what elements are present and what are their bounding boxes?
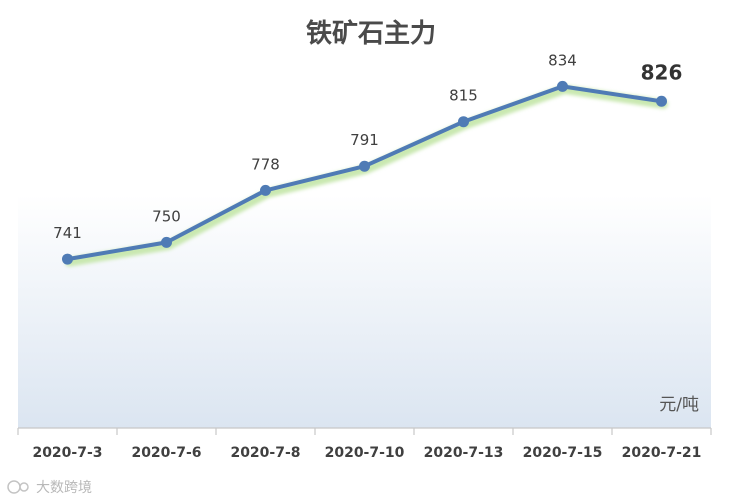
watermark-text: 大数跨境 <box>36 480 92 496</box>
data-label: 826 <box>641 60 683 84</box>
data-point <box>161 236 172 248</box>
data-point <box>458 116 469 128</box>
data-labels: 741 750 778 791 815 834 826 <box>53 51 682 242</box>
data-point <box>359 160 370 172</box>
x-tick-label: 2020-7-10 <box>325 445 405 461</box>
unit-label: 元/吨 <box>659 395 699 415</box>
x-tick-label: 2020-7-13 <box>424 445 504 461</box>
data-label: 834 <box>548 51 577 69</box>
data-label: 815 <box>449 87 478 105</box>
plot-background <box>18 195 711 428</box>
chart-title: 铁矿石主力 <box>306 18 436 49</box>
data-label: 791 <box>350 131 379 149</box>
data-point <box>656 95 667 107</box>
data-point <box>557 80 568 92</box>
watermark: 大数跨境 <box>7 480 92 496</box>
x-tick-label: 2020-7-8 <box>230 445 300 461</box>
data-label: 750 <box>152 207 181 225</box>
x-tick-labels: 2020-7-3 2020-7-6 2020-7-8 2020-7-10 2020-7-… <box>32 445 701 461</box>
x-tick-label: 2020-7-15 <box>523 445 603 461</box>
x-tick-label: 2020-7-6 <box>131 445 201 461</box>
data-point <box>62 253 73 265</box>
data-point <box>260 184 271 196</box>
data-label: 778 <box>251 155 280 173</box>
x-tick-label: 2020-7-21 <box>622 445 702 461</box>
x-tick-label: 2020-7-3 <box>32 445 102 461</box>
x-axis <box>17 427 712 435</box>
watermark-logo-icon <box>7 480 29 494</box>
data-label: 741 <box>53 224 82 242</box>
data-points <box>62 80 667 265</box>
